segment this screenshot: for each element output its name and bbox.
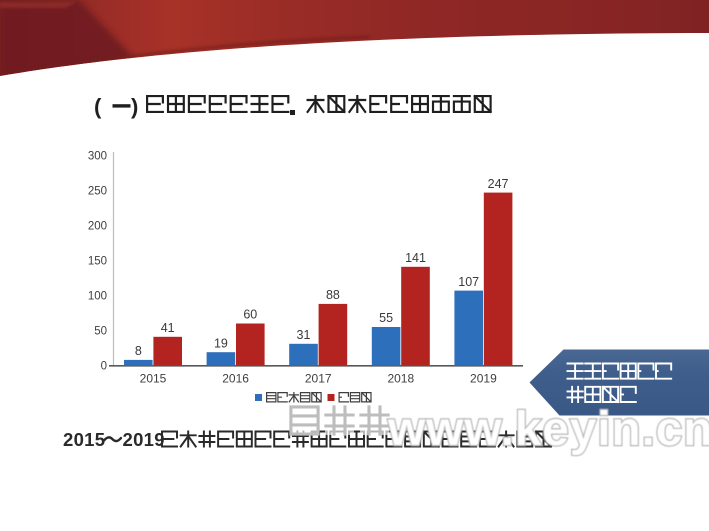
svg-text:www.keyin.cn: www.keyin.cn [387, 403, 709, 456]
svg-text:19: 19 [214, 336, 228, 350]
svg-text:2015: 2015 [63, 429, 105, 450]
svg-text:200: 200 [88, 221, 107, 233]
svg-text:2019: 2019 [470, 372, 497, 386]
svg-text:2015: 2015 [140, 372, 167, 386]
svg-text:8: 8 [135, 344, 142, 358]
svg-text:250: 250 [88, 186, 107, 198]
svg-text:(: ( [94, 94, 102, 119]
svg-text:141: 141 [405, 251, 426, 265]
svg-text:60: 60 [243, 308, 257, 322]
svg-text:150: 150 [88, 256, 107, 268]
svg-text:31: 31 [297, 328, 311, 342]
svg-text:2017: 2017 [305, 372, 332, 386]
svg-text:88: 88 [326, 288, 340, 302]
svg-text:41: 41 [161, 321, 175, 335]
svg-text:50: 50 [94, 326, 107, 338]
svg-text:55: 55 [379, 311, 393, 325]
svg-text:300: 300 [88, 151, 107, 163]
svg-text:247: 247 [488, 177, 509, 191]
svg-text:2016: 2016 [222, 372, 249, 386]
svg-text:2019: 2019 [123, 429, 165, 450]
svg-text:0: 0 [101, 361, 107, 373]
svg-text:100: 100 [88, 291, 107, 303]
svg-text:107: 107 [458, 275, 479, 289]
svg-text:): ) [131, 94, 138, 119]
svg-text:2018: 2018 [387, 372, 414, 386]
